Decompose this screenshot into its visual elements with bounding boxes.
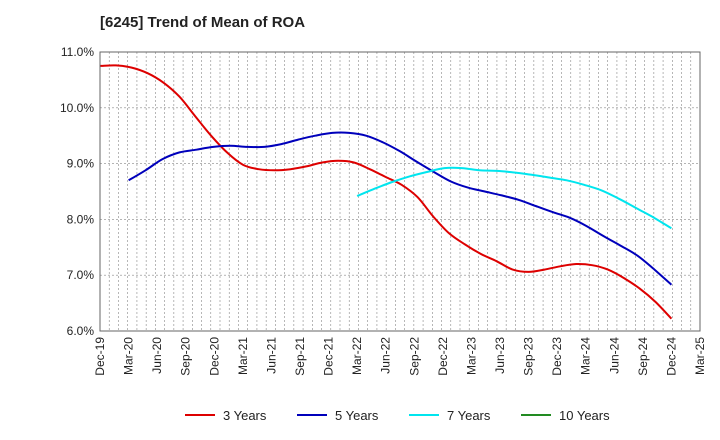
x-tick-label: Dec-20 (207, 337, 221, 376)
series-line-7-years (356, 166, 672, 230)
legend-label: 10 Years (559, 408, 610, 423)
y-tick-label: 9.0% (67, 157, 95, 171)
series-line-5-years (128, 131, 673, 286)
legend: 3 Years 5 Years 7 Years 10 Years (185, 408, 610, 423)
x-tick-label: Mar-22 (350, 337, 364, 375)
legend-label: 3 Years (223, 408, 267, 423)
y-axis-ticks: 6.0% 7.0% 8.0% 9.0% 10.0% 11.0% (60, 45, 94, 338)
x-tick-label: Mar-24 (579, 337, 593, 375)
x-tick-label: Jun-22 (379, 337, 393, 374)
x-tick-label: Mar-25 (693, 337, 707, 375)
x-tick-label: Mar-20 (122, 337, 136, 375)
y-tick-label: 10.0% (60, 101, 94, 115)
x-tick-label: Jun-24 (607, 337, 621, 374)
y-tick-label: 6.0% (67, 324, 95, 338)
x-tick-label: Mar-23 (464, 337, 478, 375)
x-tick-label: Jun-20 (150, 337, 164, 374)
y-tick-label: 7.0% (67, 268, 95, 282)
x-axis-ticks: Dec-19 Mar-20 Jun-20 Sep-20 Dec-20 Mar-21 Jun-… (93, 337, 707, 376)
series-line-3-years (99, 64, 673, 320)
x-tick-label: Sep-24 (636, 337, 650, 376)
x-tick-label: Jun-23 (493, 337, 507, 374)
chart-title: [6245] Trend of Mean of ROA (100, 14, 306, 31)
x-tick-label: Jun-21 (264, 337, 278, 374)
legend-label: 5 Years (335, 408, 379, 423)
x-tick-label: Sep-23 (522, 337, 536, 376)
x-tick-label: Sep-22 (407, 337, 421, 376)
plot-frame (99, 51, 701, 332)
y-tick-label: 8.0% (67, 212, 95, 226)
x-tick-label: Dec-23 (550, 337, 564, 376)
legend-label: 7 Years (447, 408, 491, 423)
x-tick-label: Dec-21 (322, 337, 336, 376)
x-tick-label: Sep-21 (293, 337, 307, 376)
x-tick-label: Dec-19 (93, 337, 107, 376)
y-tick-label: 11.0% (61, 45, 94, 59)
x-tick-label: Dec-22 (436, 337, 450, 376)
series-layer (99, 64, 673, 320)
x-tick-label: Sep-20 (179, 337, 193, 376)
grid-layer (100, 52, 700, 331)
x-tick-label: Mar-21 (236, 337, 250, 375)
x-tick-label: Dec-24 (664, 337, 678, 376)
